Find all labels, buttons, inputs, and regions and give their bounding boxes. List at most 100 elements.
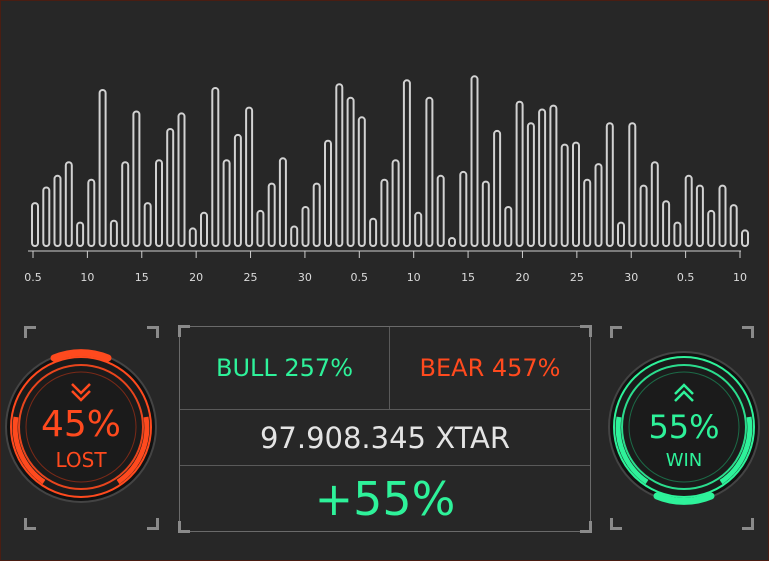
histogram-bar <box>335 83 344 247</box>
bracket-br <box>147 518 159 530</box>
x-tick-label: 15 <box>135 271 149 284</box>
histogram-bar <box>346 96 355 247</box>
chevron-down-icon <box>71 383 91 395</box>
histogram-bar <box>132 110 141 247</box>
histogram-bar <box>301 206 310 247</box>
x-tick-label: 0.5 <box>24 271 42 284</box>
histogram-bar <box>684 174 693 247</box>
histogram-bar <box>594 163 603 248</box>
histogram-bar <box>718 184 727 248</box>
histogram-bar <box>87 178 96 247</box>
histogram-bar <box>695 184 704 248</box>
panel-bracket-tr <box>580 325 592 337</box>
x-axis-ticks: 0.5 10 15 20 25 30 0.5 10 15 20 25 30 0.5 10 <box>24 251 747 284</box>
histogram-bar <box>662 200 671 248</box>
panel-bracket-bl <box>178 521 190 533</box>
histogram-bar <box>267 182 276 248</box>
histogram-bar <box>256 209 265 247</box>
histogram-bar <box>109 219 118 248</box>
stats-panel: BULL 257% BEAR 457% 97.908.345 XTAR +55% <box>178 325 592 533</box>
histogram-bar <box>504 206 513 247</box>
histogram-bar <box>53 174 62 247</box>
histogram-bar <box>200 211 208 248</box>
balance-amount: 97.908.345 XTAR <box>259 420 511 455</box>
divider-1 <box>180 409 590 410</box>
bracket-tr <box>147 326 159 338</box>
x-tick-label: 20 <box>515 271 529 284</box>
x-tick-label: 10 <box>407 271 421 284</box>
histogram-bar <box>617 221 625 248</box>
histogram-bar <box>166 128 175 247</box>
win-bracket-bl <box>610 518 622 530</box>
x-tick-label: 15 <box>461 271 475 284</box>
histogram-bar <box>639 184 648 248</box>
histogram-bar <box>560 143 569 248</box>
histogram-bar <box>121 161 130 247</box>
histogram-bar <box>436 174 445 247</box>
histogram-bar <box>526 122 535 247</box>
histogram-bar <box>493 129 502 247</box>
histogram-bar <box>605 122 614 247</box>
win-percent: 55% <box>648 408 720 446</box>
histogram-chart: 0.5 10 15 20 25 30 0.5 10 15 20 25 30 0.5 10 <box>24 75 749 284</box>
histogram-bar <box>729 204 738 248</box>
histogram-bars <box>31 75 749 248</box>
histogram-bar <box>448 237 456 247</box>
x-tick-label: 25 <box>570 271 584 284</box>
divider-2 <box>180 465 590 466</box>
bear-stat: BEAR 457% <box>419 354 561 382</box>
panel-bracket-tl <box>178 325 190 337</box>
x-tick-label: 30 <box>298 271 312 284</box>
divider-vertical <box>389 327 390 409</box>
histogram-bar <box>31 202 39 248</box>
win-bracket-tl <box>610 326 622 338</box>
x-tick-label: 25 <box>244 271 258 284</box>
histogram-bar <box>380 178 389 247</box>
histogram-bar <box>312 182 321 248</box>
lost-label: LOST <box>55 448 107 472</box>
change-percent: +55% <box>314 471 456 526</box>
panel-bracket-br <box>580 521 592 533</box>
win-gauge-dial <box>608 351 760 505</box>
histogram-bar <box>549 104 558 247</box>
histogram-bar <box>391 159 400 247</box>
histogram-bar <box>414 211 423 248</box>
histogram-bar <box>538 108 547 247</box>
histogram-bar <box>707 209 716 247</box>
histogram-bar <box>64 161 73 247</box>
histogram-bar <box>98 89 107 247</box>
histogram-bar <box>222 159 231 247</box>
histogram-bar <box>324 139 332 247</box>
histogram-bar <box>278 157 287 248</box>
win-label: WIN <box>665 450 703 471</box>
bracket-tl <box>24 326 36 338</box>
x-tick-label: 30 <box>624 271 638 284</box>
histogram-bar <box>369 217 378 247</box>
histogram-bar <box>402 79 411 248</box>
histogram-bar <box>177 112 186 248</box>
chevron-up-icon <box>674 383 694 395</box>
x-tick-label: 10 <box>80 271 94 284</box>
histogram-bar <box>572 141 580 248</box>
histogram-bar <box>188 227 197 247</box>
histogram-bar <box>459 170 468 247</box>
histogram-bar <box>290 225 299 247</box>
histogram-bar <box>245 106 254 247</box>
bull-stat: BULL 257% <box>215 354 353 382</box>
win-gauge: 55% WIN <box>604 322 764 534</box>
bracket-bl <box>24 518 36 530</box>
lost-gauge: 45% LOST <box>4 322 164 534</box>
win-bracket-br <box>742 518 754 530</box>
histogram-bar <box>76 221 85 248</box>
histogram-bar <box>357 116 366 247</box>
histogram-bar <box>481 180 490 248</box>
histogram-bar <box>233 133 242 247</box>
x-tick-label: 0.5 <box>351 271 369 284</box>
histogram-bar <box>143 202 152 248</box>
histogram-bar <box>42 186 51 247</box>
histogram-bar <box>673 221 682 248</box>
histogram-bar <box>650 161 659 247</box>
histogram-bar <box>155 159 163 247</box>
histogram-bar <box>583 178 592 247</box>
histogram-bar <box>515 100 524 247</box>
